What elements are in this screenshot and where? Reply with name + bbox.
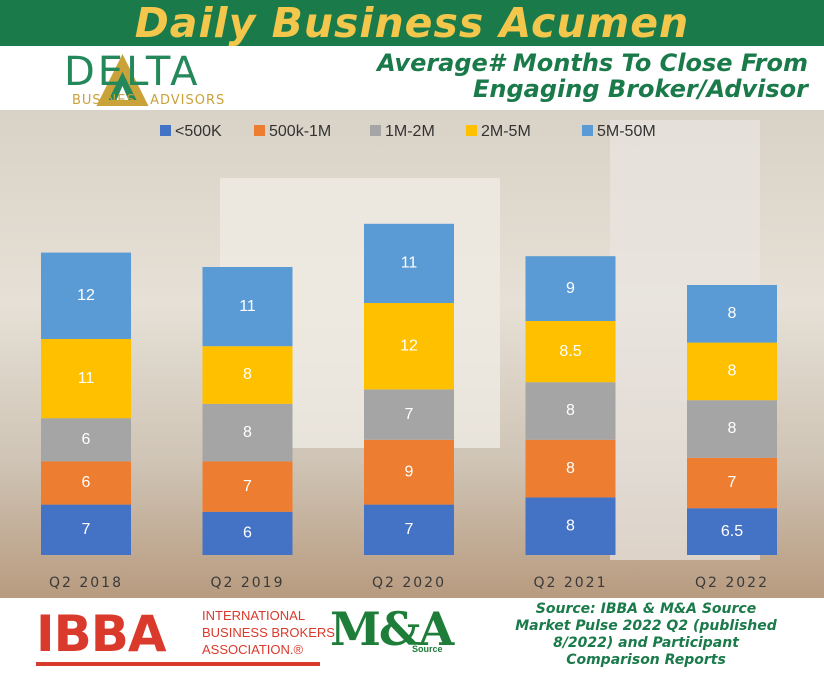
legend-label: <500K bbox=[175, 123, 222, 140]
legend-swatch bbox=[582, 125, 593, 136]
bar-segment bbox=[687, 400, 777, 458]
ibba-name-line-2: BUSINESS BROKERS bbox=[202, 625, 335, 640]
x-tick-label: Q2 2020 bbox=[372, 575, 446, 591]
data-label: 11 bbox=[239, 298, 256, 315]
data-label: 6.5 bbox=[721, 523, 743, 540]
bar-segment bbox=[202, 346, 293, 404]
data-label: 8 bbox=[243, 366, 252, 383]
legend-label: 1M-2M bbox=[385, 123, 435, 140]
title-banner bbox=[0, 0, 824, 46]
data-label: 7 bbox=[405, 406, 414, 423]
bar-segment bbox=[202, 461, 293, 512]
data-label: 7 bbox=[405, 521, 414, 538]
bar-segment bbox=[202, 403, 293, 462]
legend-swatch bbox=[160, 125, 171, 136]
data-label: 11 bbox=[401, 255, 418, 272]
bar-segment bbox=[41, 461, 131, 505]
ibba-name-line-1: INTERNATIONAL bbox=[202, 608, 306, 623]
bar-segment bbox=[364, 223, 454, 303]
data-label: 8 bbox=[728, 363, 737, 380]
data-label: 12 bbox=[400, 337, 418, 354]
x-tick-label: Q2 2021 bbox=[533, 575, 607, 591]
bar-segment bbox=[687, 342, 777, 401]
data-label: 8 bbox=[566, 460, 575, 477]
data-label: 8 bbox=[728, 305, 737, 322]
data-label: 8 bbox=[728, 420, 737, 437]
data-label: 12 bbox=[77, 287, 95, 304]
stacked-bar-chart: <500K 500k-1M 1M-2M 2M-5M 5M-50M 7 6 6 11 12 6 7 8 8… bbox=[41, 123, 777, 591]
bar-segment bbox=[687, 457, 777, 509]
legend-label: 2M-5M bbox=[481, 123, 531, 140]
data-label: 9 bbox=[405, 463, 414, 480]
source-line-2: Market Pulse 2022 Q2 (published bbox=[515, 618, 777, 634]
ma-source-logo-sub: Source bbox=[412, 644, 443, 654]
bar-segment bbox=[364, 389, 454, 440]
chart-legend: <500K 500k-1M 1M-2M 2M-5M 5M-50M bbox=[160, 123, 656, 140]
bar-segment bbox=[202, 511, 293, 555]
data-label: 7 bbox=[82, 521, 91, 538]
bar-segment bbox=[364, 303, 454, 390]
subtitle-line-1: Average# Months To Close From bbox=[377, 49, 808, 77]
legend-label: 5M-50M bbox=[597, 123, 656, 140]
delta-logo-icon bbox=[96, 54, 149, 106]
chart-bars: 7 6 6 11 12 6 7 8 8 11 7 9 7 12 11 8 8 8 8.5 9 6.5 7 8 8 8 bbox=[41, 223, 777, 555]
bar-segment bbox=[525, 321, 616, 383]
data-label: 8 bbox=[566, 402, 575, 419]
bar-segment bbox=[41, 418, 131, 462]
bar-segment bbox=[364, 439, 454, 505]
data-label: 9 bbox=[566, 280, 575, 297]
chart-subtitle: Average# Months To Close From Engaging B… bbox=[268, 50, 808, 102]
ma-source-logo: M&A bbox=[330, 602, 454, 656]
bar-segment bbox=[41, 252, 131, 339]
data-label: 6 bbox=[82, 431, 91, 448]
bar-segment bbox=[41, 504, 131, 555]
data-label: 7 bbox=[243, 478, 252, 495]
legend-label: 500k-1M bbox=[269, 123, 331, 140]
x-axis-ticks: Q2 2018 Q2 2019 Q2 2020 Q2 2021 Q2 2022 bbox=[49, 575, 769, 591]
source-line-4: Comparison Reports bbox=[566, 652, 726, 668]
ibba-name-line-3: ASSOCIATION.® bbox=[202, 642, 304, 657]
ibba-logo: IBBA bbox=[36, 605, 167, 663]
data-label: 6 bbox=[82, 474, 91, 491]
x-tick-label: Q2 2018 bbox=[49, 575, 123, 591]
x-tick-label: Q2 2022 bbox=[695, 575, 769, 591]
bar-segment bbox=[202, 267, 293, 347]
bar-segment bbox=[525, 256, 616, 321]
data-label: 8 bbox=[243, 424, 252, 441]
x-tick-label: Q2 2019 bbox=[210, 575, 284, 591]
data-label: 8 bbox=[566, 517, 575, 534]
logo-wordmark: DELTA bbox=[64, 49, 201, 95]
source-line-3: 8/2022) and Participant bbox=[553, 635, 739, 651]
ibba-underline bbox=[36, 662, 320, 666]
legend-swatch bbox=[370, 125, 381, 136]
data-label: 11 bbox=[78, 370, 95, 387]
legend-swatch bbox=[254, 125, 265, 136]
source-line-1: Source: IBBA & M&A Source bbox=[535, 601, 757, 617]
subtitle-line-2: Engaging Broker/Advisor bbox=[473, 75, 808, 103]
data-label: 7 bbox=[728, 474, 737, 491]
bar-segment bbox=[687, 285, 777, 343]
ibba-name: INTERNATIONAL BUSINESS BROKERS ASSOCIATI… bbox=[202, 607, 335, 658]
bar-segment bbox=[364, 504, 454, 555]
banner-title: Daily Business Acumen bbox=[134, 0, 690, 47]
legend-swatch bbox=[466, 125, 477, 136]
data-label: 8.5 bbox=[559, 343, 581, 360]
bar-segment bbox=[525, 382, 616, 440]
bar-segment bbox=[525, 497, 616, 555]
bar-segment bbox=[687, 508, 777, 555]
data-label: 6 bbox=[243, 525, 252, 542]
bar-segment bbox=[525, 439, 616, 498]
source-note: Source: IBBA & M&A Source Market Pulse 2… bbox=[476, 601, 816, 669]
logo-tagline: BUSINESS ADVISORS bbox=[72, 93, 226, 108]
bar-segment bbox=[41, 339, 131, 419]
